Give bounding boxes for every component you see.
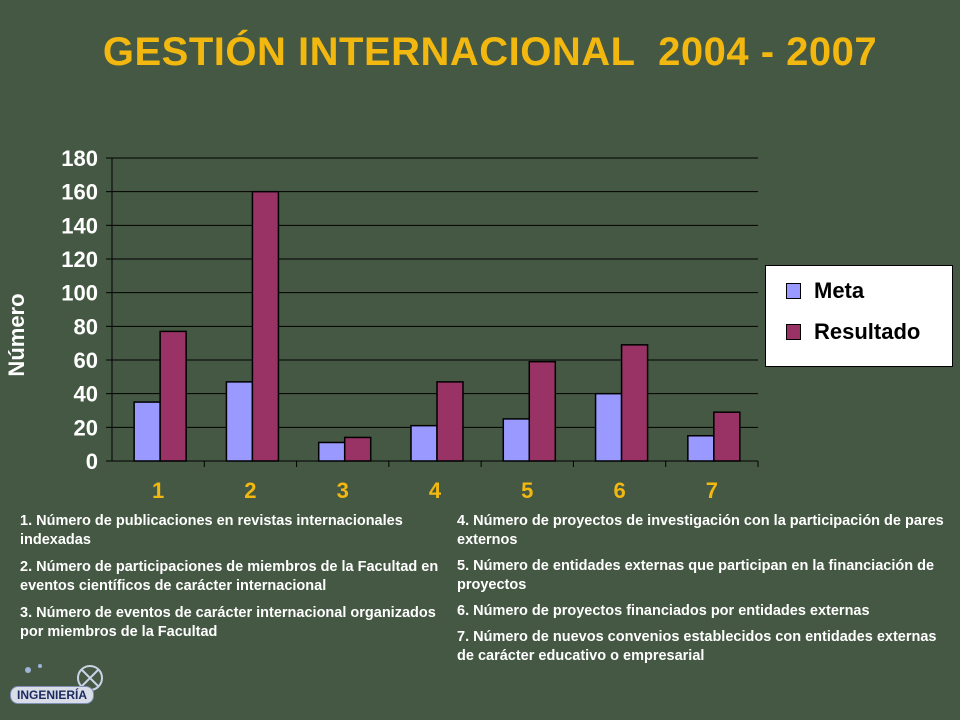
x-tick-label: 7 <box>706 478 718 503</box>
bar-resultado-4 <box>436 381 464 462</box>
bar-meta-1 <box>133 401 161 462</box>
x-tick-label: 1 <box>152 478 164 503</box>
y-tick-label: 0 <box>86 449 98 474</box>
bar-resultado-6 <box>620 344 649 462</box>
y-tick-label: 80 <box>74 314 98 339</box>
y-tick-label: 140 <box>61 213 98 238</box>
note-7: 7. Número de nuevos convenios establecid… <box>457 629 937 664</box>
x-tick-label: 5 <box>521 478 533 503</box>
x-tick-label: 3 <box>337 478 349 503</box>
y-axis-label: Número <box>4 293 29 376</box>
legend-swatch-meta <box>786 283 801 299</box>
category-notes-left: 1. Número de publicaciones en revistas i… <box>20 512 445 650</box>
note-2: 2. Número de participaciones de miembros… <box>20 559 439 594</box>
bar-resultado-2 <box>251 190 280 462</box>
note-3: 3. Número de eventos de carácter interna… <box>20 605 436 640</box>
y-tick-label: 40 <box>74 382 98 407</box>
y-tick-label: 160 <box>61 180 98 205</box>
bar-meta-6 <box>594 392 623 462</box>
y-tick-label: 120 <box>61 247 98 272</box>
axes-layer: 0 20 40 60 80 100 120 140 160 180 1 2 3 4 5 6 7 <box>61 146 759 503</box>
chart-legend: Meta Resultado <box>765 265 953 367</box>
legend-swatch-resultado <box>786 324 801 340</box>
legend-label-meta: Meta <box>814 278 865 303</box>
note-4: 4. Número de proyectos de investigación … <box>457 513 944 548</box>
bar-meta-3 <box>317 441 346 462</box>
bars-layer <box>133 190 741 462</box>
bar-resultado-5 <box>528 360 557 462</box>
y-tick-label: 60 <box>74 348 98 373</box>
note-6: 6. Número de proyectos financiados por e… <box>457 603 870 619</box>
slide-title: GESTIÓN INTERNACIONAL 2004 - 2007 <box>102 30 878 74</box>
y-tick-label: 180 <box>61 146 98 171</box>
grid-layer <box>112 157 758 428</box>
bar-chart: 0 20 40 60 80 100 120 140 160 180 1 2 3 4 5 6 7 Número <box>4 146 759 503</box>
bar-resultado-3 <box>343 436 372 462</box>
bar-meta-5 <box>502 418 531 462</box>
y-tick-label: 100 <box>61 281 98 306</box>
legend-item-resultado: Resultado <box>786 319 920 345</box>
x-tick-label: 6 <box>613 478 625 503</box>
category-notes-right: 4. Número de proyectos de investigación … <box>457 512 957 673</box>
x-tick-label: 4 <box>429 478 442 503</box>
bar-meta-4 <box>410 424 438 462</box>
bar-meta-2 <box>225 381 254 462</box>
legend-label-resultado: Resultado <box>814 319 921 344</box>
note-1: 1. Número de publicaciones en revistas i… <box>20 513 403 548</box>
y-tick-label: 20 <box>74 415 98 440</box>
note-5: 5. Número de entidades externas que part… <box>457 558 935 593</box>
x-tick-label: 2 <box>244 478 256 503</box>
bar-resultado-1 <box>159 330 187 462</box>
legend-item-meta: Meta <box>786 278 864 304</box>
bar-resultado-7 <box>713 411 741 462</box>
bar-meta-7 <box>687 435 715 462</box>
logo-label: INGENIERÍA <box>10 686 95 704</box>
